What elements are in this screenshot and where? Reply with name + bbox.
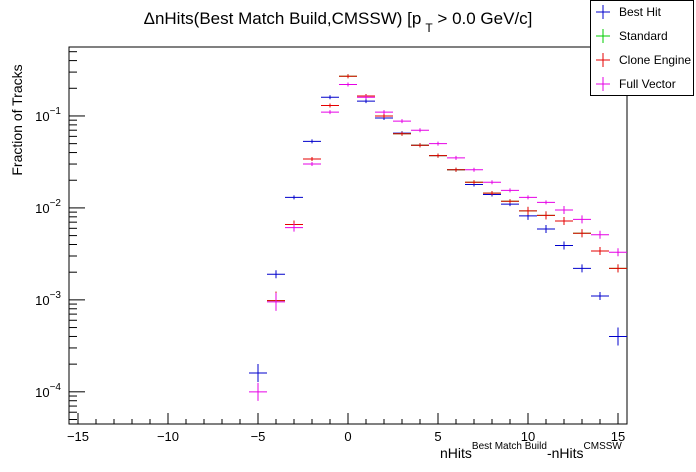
data-point [609,264,627,273]
y-axis: 10−1 10−2 10−3 10−4 [35,51,85,420]
x-axis-label: nHitsBest Match Build-nHitsCMSSW [440,441,622,461]
legend-label-best-hit: Best Hit [619,5,662,19]
legend: Best Hit Standard Clone Engine Full Vect… [590,0,694,96]
series-best-hit [249,82,627,383]
data-point [609,327,627,346]
data-point [591,246,609,255]
y-tick-label: 10−4 [35,382,61,400]
data-point [339,82,357,87]
data-point [501,188,519,193]
data-point [303,157,321,162]
data-point [411,128,429,133]
data-point [321,95,339,100]
data-point [573,215,591,224]
data-point [537,224,555,233]
data-point [555,217,573,226]
legend-item-full-vector: Full Vector [591,74,695,96]
data-point [519,195,537,200]
series-full-vector [249,82,627,401]
legend-marker-best-hit [596,5,610,19]
legend-item-standard: Standard [591,26,695,48]
x-axis: −15 −10 −5 0 5 10 15 [67,413,625,444]
data-point [555,241,573,250]
data-point [411,143,429,148]
legend-label-full-vector: Full Vector [619,77,676,91]
data-point [285,195,303,200]
x-axis-label-sup1: Best Match Build [472,441,547,452]
x-tick-label: 15 [611,429,625,444]
series-clone-engine [267,74,627,310]
x-tick-label: −15 [67,429,89,444]
x-tick-label: −5 [251,429,266,444]
data-point [375,110,393,115]
data-point [447,167,465,172]
data-point [465,180,483,185]
legend-item-clone-engine: Clone Engine [591,50,695,72]
data-point [321,103,339,108]
legend-marker-full-vector [596,77,610,91]
data-point [393,131,411,136]
data-point [249,382,267,401]
data-point [303,162,321,167]
x-tick-label: −10 [157,429,179,444]
y-axis-label: Fraction of Tracks [9,64,25,175]
legend-item-best-hit: Best Hit [591,2,695,24]
series-layer [249,74,627,401]
data-point [267,270,285,279]
data-point [573,229,591,238]
data-point [555,205,573,214]
series-standard [267,74,627,310]
x-tick-label: 0 [344,429,351,444]
data-point [357,95,375,100]
data-point [537,211,555,220]
data-point [357,99,375,104]
x-axis-label-main: nHits [440,445,472,461]
data-point [267,292,285,311]
data-point [465,167,483,172]
data-point [249,364,267,383]
legend-label-standard: Standard [619,29,668,43]
x-axis-label-mid: -nHits [547,445,584,461]
data-point [321,110,339,115]
chart-title: ΔnHits(Best Match Build,CMSSW) [p T > 0.0… [144,9,533,35]
data-point [339,74,357,79]
data-point [573,264,591,273]
x-tick-label: 10 [521,429,535,444]
data-point [375,113,393,118]
data-point [483,191,501,196]
x-axis-label-sup2: CMSSW [584,441,623,452]
y-tick-label: 10−1 [35,106,61,124]
data-point [285,223,303,232]
data-point [591,292,609,301]
y-tick-label: 10−3 [35,290,61,308]
chart-title-sub: T [425,21,433,35]
data-point [429,153,447,158]
data-point [483,180,501,185]
plot-frame [68,46,628,425]
data-point [591,230,609,239]
data-point [609,248,627,257]
x-tick-label: 5 [434,429,441,444]
data-point [537,200,555,205]
legend-label-clone-engine: Clone Engine [619,53,692,67]
chart-title-main: ΔnHits(Best Match Build,CMSSW) [p [144,9,422,28]
chart-title-tail: > 0.0 GeV/c] [433,9,533,28]
data-point [519,206,537,215]
data-point [429,141,447,146]
y-tick-label: 10−2 [35,198,61,216]
data-point [393,119,411,124]
data-point [303,139,321,144]
legend-marker-clone-engine [596,53,610,67]
data-point [447,155,465,160]
data-point [501,199,519,204]
legend-marker-standard [596,29,610,43]
